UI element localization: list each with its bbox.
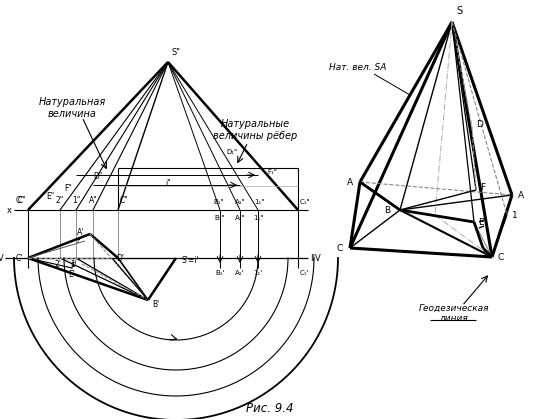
Text: x: x bbox=[7, 205, 12, 215]
Text: Геодезическая: Геодезическая bbox=[419, 303, 489, 313]
Text: 1₁": 1₁" bbox=[253, 215, 263, 221]
Text: IIV: IIV bbox=[0, 253, 4, 262]
Text: C": C" bbox=[17, 196, 26, 205]
Text: C: C bbox=[337, 243, 343, 253]
Text: A₁": A₁" bbox=[235, 215, 245, 221]
Text: 1': 1' bbox=[70, 259, 77, 269]
Text: A₁': A₁' bbox=[235, 270, 245, 276]
Text: A': A' bbox=[76, 228, 84, 236]
Text: D₁": D₁" bbox=[226, 149, 238, 155]
Text: D": D" bbox=[93, 171, 102, 181]
Text: A₁": A₁" bbox=[235, 199, 245, 205]
Text: 1₁': 1₁' bbox=[253, 270, 263, 276]
Text: f': f' bbox=[76, 238, 81, 244]
Text: B': B' bbox=[152, 300, 159, 308]
Text: C₁": C₁" bbox=[300, 199, 310, 205]
Text: C": C" bbox=[120, 196, 129, 205]
Text: D: D bbox=[476, 119, 483, 129]
Text: A": A" bbox=[89, 196, 97, 205]
Text: E": E" bbox=[46, 191, 54, 201]
Text: E': E' bbox=[68, 269, 75, 279]
Text: B: B bbox=[384, 205, 390, 215]
Text: S": S" bbox=[172, 48, 181, 57]
Text: 2: 2 bbox=[482, 251, 488, 259]
Text: F": F" bbox=[64, 184, 72, 192]
Text: A: A bbox=[518, 191, 524, 199]
Text: S'=i': S'=i' bbox=[181, 256, 199, 264]
Text: Натуральные
величины рёбер: Натуральные величины рёбер bbox=[213, 119, 297, 141]
Text: S: S bbox=[456, 6, 462, 16]
Text: D': D' bbox=[116, 253, 124, 262]
Text: IIV: IIV bbox=[310, 253, 321, 262]
Text: B₁": B₁" bbox=[215, 215, 225, 221]
Text: F': F' bbox=[70, 261, 77, 271]
Text: Рис. 9.4: Рис. 9.4 bbox=[246, 401, 294, 414]
Text: 1₁": 1₁" bbox=[254, 199, 264, 205]
Text: 1: 1 bbox=[512, 210, 518, 220]
Text: 2": 2" bbox=[56, 196, 64, 205]
Text: Натуральная
величина: Натуральная величина bbox=[38, 97, 105, 119]
Text: F₁": F₁" bbox=[267, 169, 277, 175]
Text: A: A bbox=[347, 178, 353, 186]
Text: E: E bbox=[478, 217, 484, 227]
Text: линия: линия bbox=[440, 313, 469, 323]
Text: F: F bbox=[480, 183, 485, 191]
Text: Нат. вел. SA: Нат. вел. SA bbox=[329, 64, 387, 72]
Text: C': C' bbox=[16, 253, 23, 262]
Text: B₁': B₁' bbox=[215, 270, 225, 276]
Text: C: C bbox=[498, 253, 504, 261]
Text: 1": 1" bbox=[72, 196, 80, 205]
Text: 2': 2' bbox=[54, 259, 61, 269]
Text: C₁': C₁' bbox=[300, 270, 309, 276]
Text: B₁": B₁" bbox=[214, 199, 224, 205]
Text: C': C' bbox=[16, 196, 23, 205]
Text: i": i" bbox=[165, 178, 171, 187]
